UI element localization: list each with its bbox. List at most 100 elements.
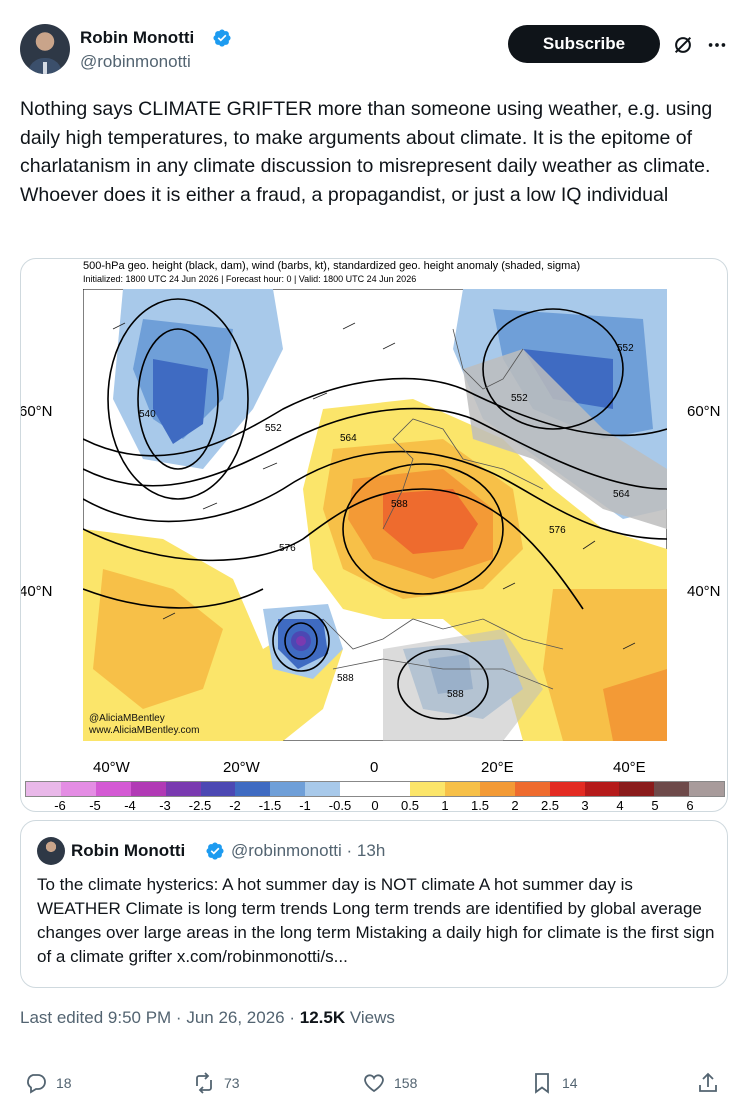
author-name[interactable]: Robin Monotti (80, 28, 195, 47)
reply-icon (27, 1074, 46, 1094)
colorbar-tick-label: 1 (441, 798, 449, 812)
height-contours (83, 298, 667, 720)
like-button[interactable]: 158 (362, 1068, 417, 1098)
quoted-handle-time: @robinmonotti · 13h (231, 841, 386, 860)
colorbar-swatch (130, 782, 166, 796)
lon-label-0: 0 (370, 759, 379, 776)
repost-icon (196, 1072, 212, 1094)
colorbar-swatch (375, 782, 410, 796)
colorbar-swatch (235, 782, 271, 796)
colorbar-tick-label: 4 (616, 798, 624, 812)
quoted-time: 13h (356, 841, 386, 860)
tweet-media-weather-map[interactable]: 500-hPa geo. height (black, dam), wind (… (20, 258, 728, 812)
colorbar-tick-label: -0.5 (328, 798, 352, 812)
views-count: 12.5K (299, 1008, 346, 1027)
colorbar-tick-label: -3 (159, 798, 171, 812)
quoted-handle: @robinmonotti (231, 841, 342, 860)
action-bar: 18 73 158 14 (20, 1068, 732, 1098)
contour-label: 588 (337, 673, 354, 684)
map-subtitle: Initialized: 1800 UTC 24 Jun 2026 | Fore… (83, 274, 417, 284)
repost-button[interactable]: 73 (192, 1068, 240, 1098)
contour-label: 552 (265, 423, 282, 434)
verified-badge-icon (213, 29, 231, 47)
colorbar-swatch (619, 782, 655, 796)
colorbar-swatch (305, 782, 341, 796)
coastlines (322, 328, 564, 690)
contour-label: 552 (617, 343, 634, 354)
colorbar-swatch (514, 782, 550, 796)
quoted-avatar (37, 837, 65, 865)
contour-label: 540 (139, 409, 156, 420)
credit-url: www.AliciaMBentley.com (89, 725, 200, 736)
lat-label-60n-left: 60°N (20, 403, 53, 420)
map-plot: 540 552 564 576 588 552 552 564 576 588 … (83, 289, 667, 741)
colorbar-swatch (689, 782, 725, 796)
quoted-author-name: Robin Monotti (71, 841, 186, 860)
reply-count: 18 (56, 1075, 72, 1091)
tweet-meta: Last edited 9:50 PM · Jun 26, 2026 · 12.… (20, 1008, 395, 1028)
verified-badge-icon (206, 842, 224, 860)
colorbar-swatch (270, 782, 306, 796)
colorbar-tick-label: 3 (581, 798, 589, 812)
subscribe-button[interactable]: Subscribe (508, 25, 660, 63)
bookmark-button[interactable]: 14 (530, 1068, 578, 1098)
colorbar-labels: -6 -5 -4 -3 -2.5 -2 -1.5 -1 -0.5 0 0.5 1 1.5 2 2.5 3 4 5 6 (21, 798, 727, 812)
contour-label: 564 (613, 489, 630, 500)
contour-label: 588 (447, 689, 464, 700)
colorbar-tick-label: -4 (124, 798, 136, 812)
colorbar-swatch (409, 782, 445, 796)
wind-barbs (112, 322, 636, 650)
colorbar-tick-label: 2 (511, 798, 519, 812)
colorbar-tick-label: -1.5 (258, 798, 282, 812)
quoted-tweet[interactable]: Robin Monotti @robinmonotti · 13h To the… (20, 820, 728, 988)
colorbar-tick-label: 2.5 (540, 798, 560, 812)
colorbar-swatch (340, 782, 376, 796)
colorbar (25, 781, 725, 797)
avatar[interactable] (20, 24, 70, 74)
lon-label-40w: 40°W (93, 759, 130, 776)
colorbar-swatch (584, 782, 620, 796)
grok-icon[interactable] (672, 34, 694, 56)
colorbar-swatch (60, 782, 96, 796)
lat-label-60n-right: 60°N (687, 403, 721, 420)
colorbar-tick-label: 0.5 (400, 798, 420, 812)
contour-label: 564 (340, 433, 357, 444)
tweet-text: Nothing says CLIMATE GRIFTER more than s… (20, 98, 713, 206)
edited-timestamp[interactable]: Last edited 9:50 PM · Jun 26, 2026 · (20, 1008, 300, 1027)
colorbar-tick-label: 0 (371, 798, 379, 812)
share-button[interactable] (696, 1068, 720, 1098)
colorbar-tick-label: -2.5 (188, 798, 212, 812)
colorbar-tick-label: 1.5 (470, 798, 490, 812)
colorbar-swatch (479, 782, 515, 796)
colorbar-swatch (26, 782, 61, 796)
map-title: 500-hPa geo. height (black, dam), wind (… (83, 260, 581, 272)
lon-label-20e: 20°E (481, 759, 514, 776)
credit-handle: @AliciaMBentley (89, 713, 165, 724)
colorbar-swatch (95, 782, 131, 796)
share-icon (699, 1072, 717, 1092)
colorbar-tick-label: -2 (229, 798, 241, 812)
contour-labels: 540 552 564 576 588 552 552 564 576 588 … (139, 343, 634, 700)
author-handle[interactable]: @robinmonotti (80, 52, 191, 71)
colorbar-swatch (549, 782, 585, 796)
reply-button[interactable]: 18 (24, 1068, 72, 1098)
colorbar-tick-label: 6 (686, 798, 694, 812)
colorbar-swatch (444, 782, 480, 796)
colorbar-tick-label: -6 (54, 798, 66, 812)
map-credit: @AliciaMBentley www.AliciaMBentley.com (89, 713, 199, 737)
contour-label: 576 (279, 543, 296, 554)
lon-label-20w: 20°W (223, 759, 260, 776)
contour-label: 576 (549, 525, 566, 536)
colorbar-tick-label: 5 (651, 798, 659, 812)
views-label: Views (345, 1008, 395, 1027)
like-count: 158 (394, 1075, 418, 1091)
more-options-icon[interactable] (706, 34, 728, 56)
colorbar-swatch (654, 782, 690, 796)
contour-label: 588 (391, 499, 408, 510)
quoted-text: To the climate hysterics: A hot summer d… (37, 875, 715, 966)
repost-count: 73 (224, 1075, 240, 1091)
bookmark-icon (535, 1073, 549, 1094)
tweet-header: Robin Monotti @robinmonotti Subscribe (20, 24, 732, 80)
colorbar-tick-label: -5 (89, 798, 101, 812)
heart-icon (364, 1074, 384, 1093)
